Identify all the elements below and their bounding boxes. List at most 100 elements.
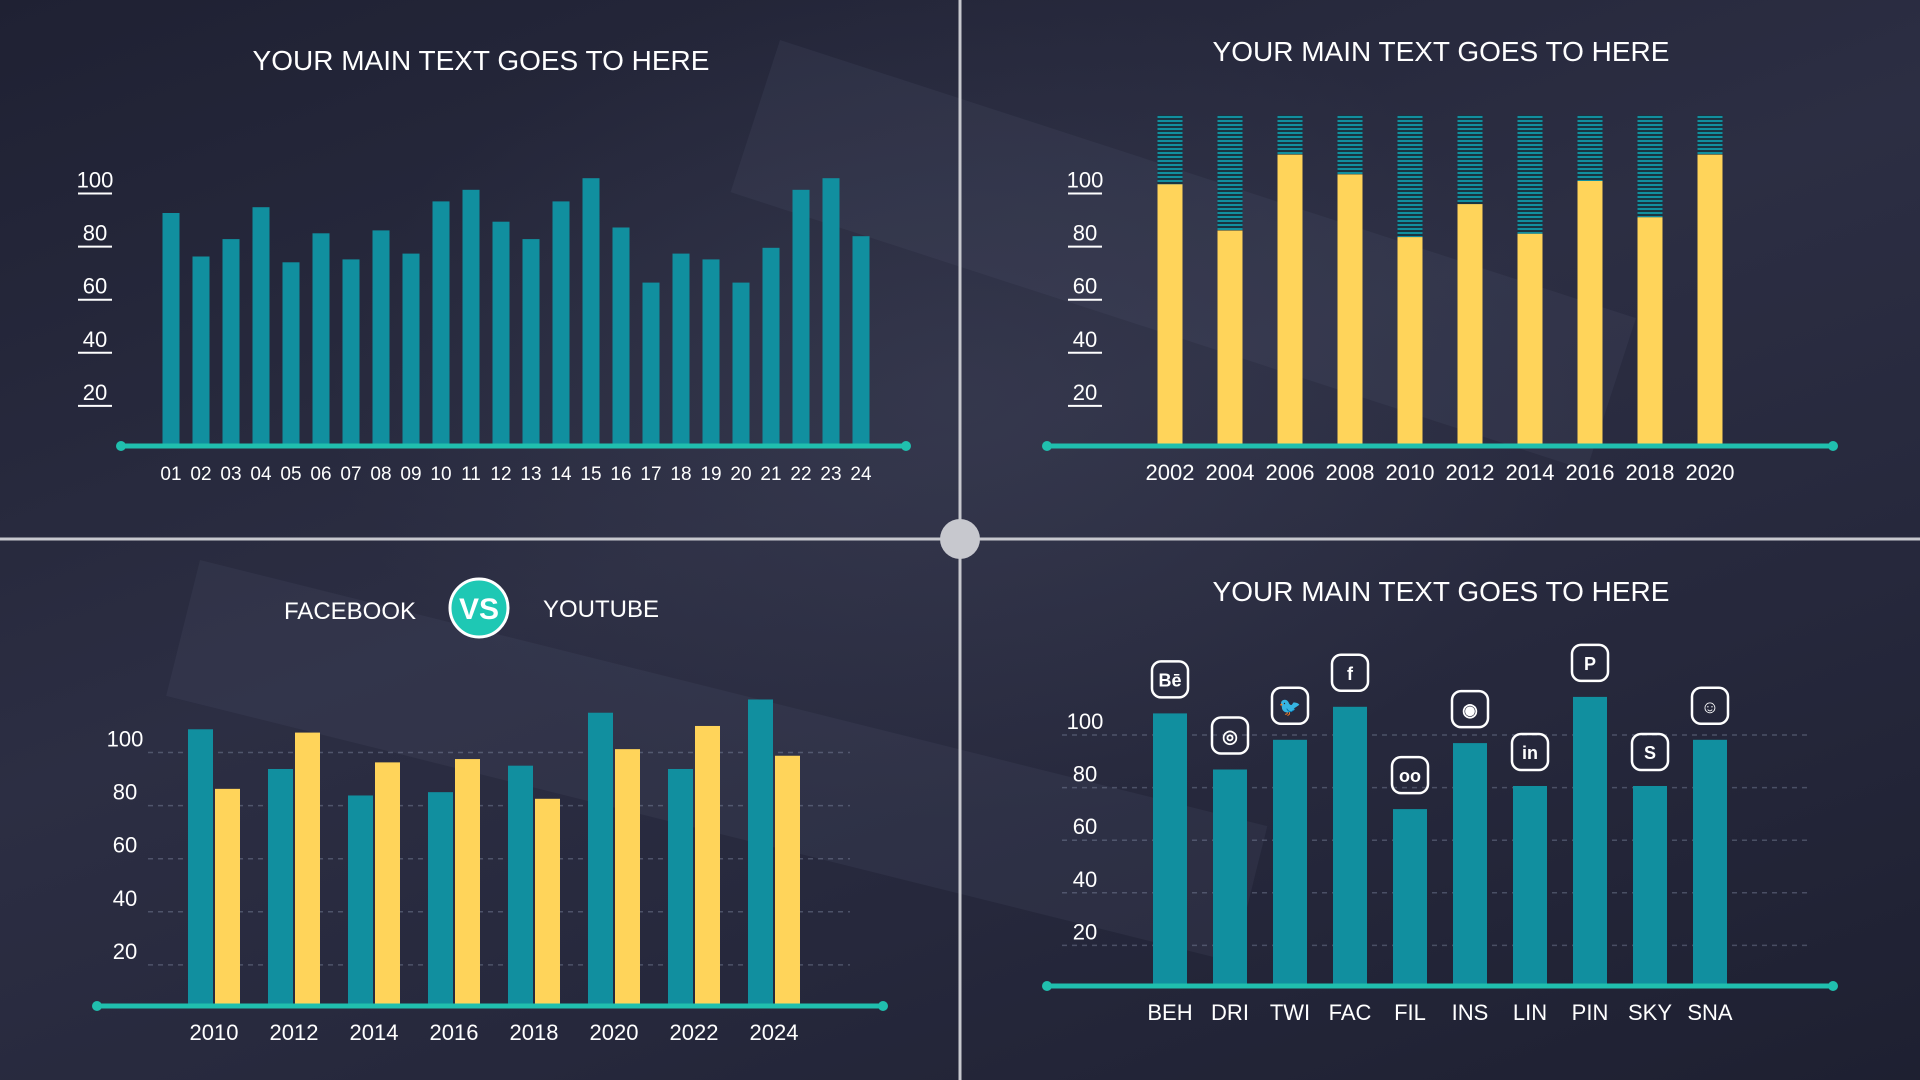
x-tick-label: 02	[190, 464, 211, 485]
bar-youtube	[455, 759, 480, 1004]
bar	[702, 259, 720, 445]
x-tick-label: 24	[850, 464, 872, 485]
axis-end-dot	[116, 441, 126, 451]
instagram-icon-glyph: ◉	[1462, 700, 1478, 720]
x-tick-label: 23	[820, 464, 841, 485]
x-tick-label: BEH	[1147, 1000, 1192, 1025]
x-tick-label: 2014	[1506, 460, 1555, 485]
bar	[822, 178, 840, 445]
x-tick-label: FIL	[1394, 1000, 1426, 1025]
bar	[192, 256, 210, 445]
x-tick-label: LIN	[1513, 1000, 1547, 1025]
bar	[1457, 204, 1483, 445]
y-tick-label: 40	[83, 327, 107, 352]
bar-facebook	[748, 699, 773, 1004]
chart-title-top-left: YOUR MAIN TEXT GOES TO HERE	[253, 45, 710, 76]
x-tick-label: FAC	[1329, 1000, 1372, 1025]
bar	[582, 178, 600, 445]
twitter-icon-glyph: 🐦	[1279, 697, 1301, 717]
bar-headroom	[1337, 115, 1363, 175]
x-tick-label: 15	[580, 464, 601, 485]
x-tick-label: 19	[700, 464, 721, 485]
bar	[1697, 154, 1723, 445]
bar-facebook	[508, 765, 533, 1004]
bar	[222, 239, 240, 445]
chart-top-left: 20 40 60 80 100 01 02 03 04 05 06 07 08 09 10 11 12 13 14 1…	[77, 168, 911, 485]
center-dot	[940, 519, 980, 559]
x-tick-label: 2012	[270, 1020, 319, 1045]
bar-youtube	[375, 762, 400, 1004]
bar-facebook	[348, 795, 373, 1004]
behance-icon-glyph: Bē	[1158, 670, 1181, 690]
axis-end-dot	[1042, 981, 1052, 991]
bar	[282, 262, 300, 445]
chart-title-top-right: YOUR MAIN TEXT GOES TO HERE	[1213, 36, 1670, 67]
bar	[372, 230, 390, 445]
bar-facebook	[668, 768, 693, 1004]
bar	[492, 221, 510, 445]
twitter-icon	[1270, 686, 1310, 726]
axis-end-dot	[1828, 981, 1838, 991]
y-tick-label: 100	[1067, 168, 1104, 193]
bar-headroom	[1577, 115, 1603, 181]
x-tick-label: 2020	[590, 1020, 639, 1045]
legend-facebook: FACEBOOK	[284, 598, 416, 625]
y-tick-label: 20	[113, 939, 137, 964]
behance-icon	[1150, 660, 1190, 699]
axis-end-dot	[878, 1001, 888, 1011]
x-tick-label: 2018	[1626, 460, 1675, 485]
y-tick-label: 40	[1073, 867, 1097, 892]
dribbble-icon-glyph: ◎	[1222, 727, 1238, 747]
flickr-icon-glyph: oo	[1399, 766, 1421, 786]
y-tick-label: 60	[113, 833, 137, 858]
y-tick-label: 100	[77, 168, 114, 193]
skype-icon-glyph: S	[1644, 743, 1656, 763]
bar	[1693, 739, 1727, 984]
x-tick-label: 21	[760, 464, 781, 485]
chart-bottom-left: 20 40 60 80 100 2010 2012 2014 2016 2018 2020 2022 2…	[92, 699, 888, 1045]
x-tick-label: 13	[520, 464, 541, 485]
y-tick-label: 40	[113, 886, 137, 911]
y-tick-label: 20	[1073, 919, 1097, 944]
pinterest-icon-glyph: P	[1584, 654, 1596, 674]
bar	[1277, 154, 1303, 445]
x-tick-label: 08	[370, 464, 391, 485]
bar	[1513, 786, 1547, 984]
facebook-icon-glyph: f	[1347, 664, 1354, 684]
bar	[552, 201, 570, 445]
snapchat-icon	[1690, 686, 1730, 726]
x-tick-label: 2002	[1146, 460, 1195, 485]
bar-youtube	[695, 725, 720, 1004]
bar-headroom	[1277, 115, 1303, 155]
vs-label: VS	[459, 593, 499, 626]
x-tick-label: 14	[550, 464, 572, 485]
x-tick-label: 18	[670, 464, 691, 485]
y-tick-label: 60	[83, 274, 107, 299]
snapchat-icon-glyph: ☺	[1701, 697, 1719, 717]
bar-headroom	[1397, 115, 1423, 238]
x-tick-label: SKY	[1628, 1000, 1672, 1025]
x-tick-label: 10	[430, 464, 451, 485]
bar	[432, 201, 450, 445]
bar	[1337, 174, 1363, 445]
bar	[1273, 739, 1307, 984]
x-tick-label: 2010	[190, 1020, 239, 1045]
axis-end-dot	[1828, 441, 1838, 451]
bar	[342, 259, 360, 445]
bar	[732, 282, 750, 445]
x-tick-label: 17	[640, 464, 661, 485]
legend-youtube: YOUTUBE	[543, 596, 659, 623]
flickr-icon	[1390, 755, 1430, 795]
bar	[1393, 809, 1427, 984]
bar	[642, 282, 660, 445]
x-tick-label: 2014	[350, 1020, 399, 1045]
bar-headroom	[1217, 115, 1243, 231]
x-tick-label: 2010	[1386, 460, 1435, 485]
x-tick-label: 06	[310, 464, 331, 485]
vs-badge	[448, 577, 510, 639]
x-tick-label: 2016	[430, 1020, 479, 1045]
facebook-icon	[1330, 653, 1370, 693]
x-tick-label: TWI	[1270, 1000, 1310, 1025]
bar-headroom	[1157, 115, 1183, 185]
bar	[1157, 184, 1183, 446]
